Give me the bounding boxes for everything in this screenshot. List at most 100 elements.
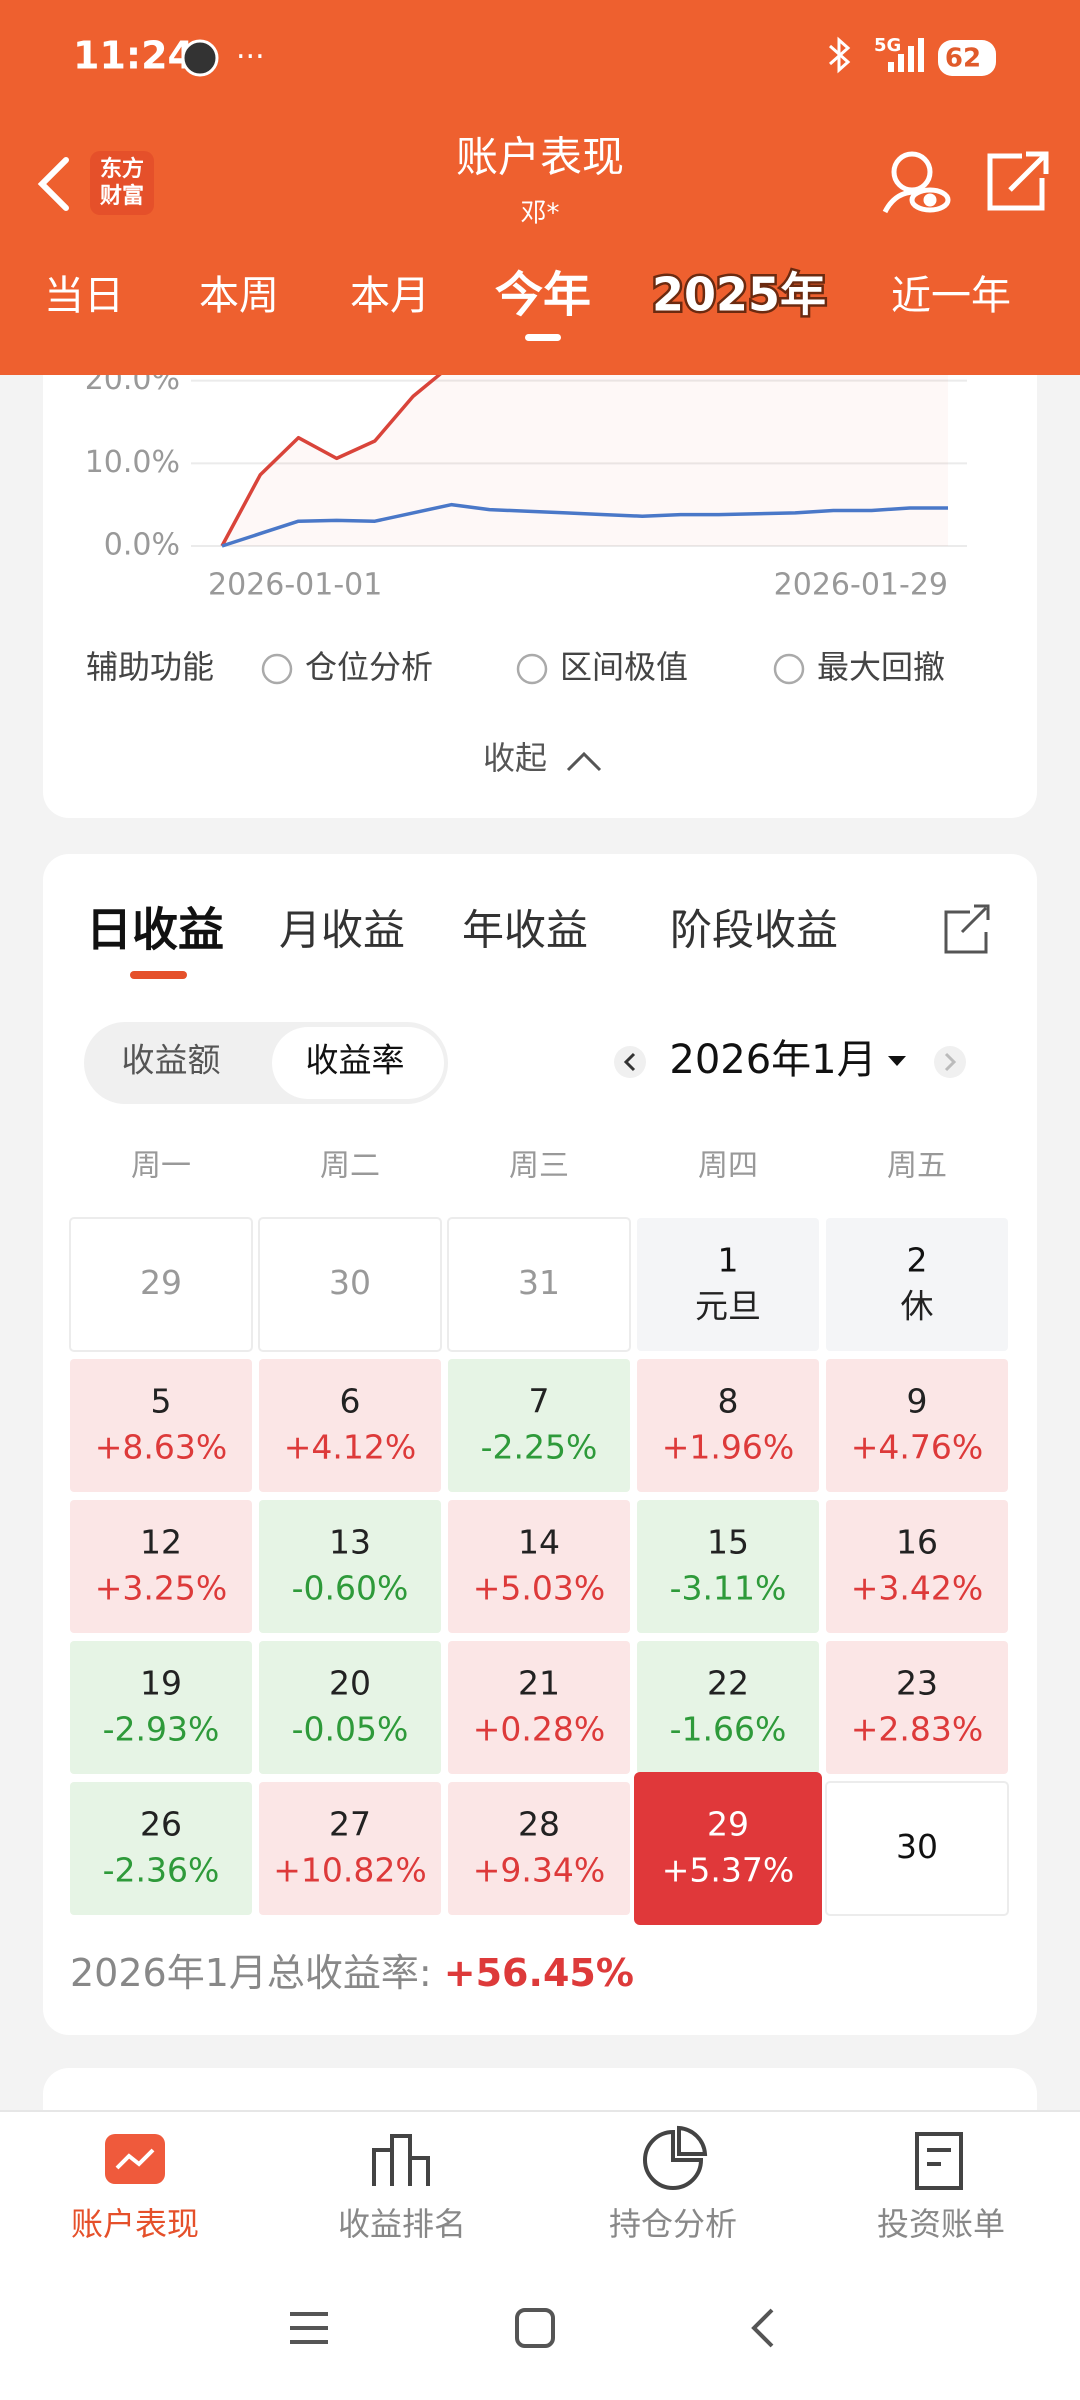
day-cell[interactable] (826, 1500, 1008, 1633)
day-cell[interactable] (447, 1217, 631, 1352)
aux-option[interactable]: 仓位分析 (305, 648, 433, 686)
day-cell[interactable] (70, 1500, 252, 1633)
day-cell[interactable] (70, 1641, 252, 1774)
day-cell[interactable] (258, 1217, 442, 1352)
nav-icon (372, 2134, 430, 2186)
day-cell[interactable] (69, 1217, 253, 1352)
prev-month[interactable] (614, 1046, 646, 1078)
day-number: 23 (896, 1664, 938, 1703)
aux-option[interactable]: 最大回撤 (817, 648, 945, 686)
period-tab[interactable]: 本周 (199, 273, 279, 319)
day-number: 27 (329, 1805, 371, 1844)
system-bar (0, 2280, 1080, 2400)
day-number: 26 (140, 1805, 182, 1844)
bluetooth-icon (829, 36, 851, 74)
menu-key[interactable] (290, 2312, 328, 2344)
next-month[interactable] (934, 1046, 966, 1078)
returns-tab[interactable]: 日收益 (86, 903, 224, 957)
radio[interactable] (516, 653, 548, 685)
nav-label[interactable]: 收益排名 (338, 2205, 466, 2243)
returns-tab[interactable]: 月收益 (279, 906, 405, 955)
day-cell[interactable] (826, 1359, 1008, 1492)
toggle-option[interactable]: 收益率 (306, 1041, 405, 1080)
day-cell[interactable] (259, 1359, 441, 1492)
clock: 11:24 (73, 34, 194, 78)
nav-label[interactable]: 账户表现 (71, 2205, 199, 2243)
nav-label[interactable]: 持仓分析 (609, 2205, 737, 2243)
day-cell[interactable] (259, 1782, 441, 1915)
aux-option[interactable]: 区间极值 (560, 648, 688, 686)
day-return: +3.42% (851, 1569, 983, 1608)
month-label[interactable]: 2026年1月 (669, 1037, 876, 1083)
prev-arrow (623, 1052, 636, 1072)
day-return: +10.82% (273, 1851, 426, 1890)
day-number: 13 (329, 1523, 371, 1562)
day-cell[interactable] (70, 1359, 252, 1492)
day-return: +2.83% (851, 1710, 983, 1749)
weekday: 周四 (698, 1149, 758, 1184)
day-note: 休 (901, 1287, 934, 1326)
toggle-option[interactable]: 收益额 (122, 1041, 221, 1080)
returns-tab[interactable]: 阶段收益 (670, 906, 838, 955)
day-cell[interactable] (826, 1218, 1008, 1351)
day-cell[interactable] (448, 1359, 630, 1492)
day-number: 30 (329, 1263, 371, 1302)
returns-tab[interactable]: 年收益 (462, 906, 588, 955)
nav-label[interactable]: 投资账单 (877, 2205, 1005, 2243)
day-cell[interactable] (448, 1782, 630, 1915)
day-number: 29 (140, 1263, 182, 1302)
day-number: 9 (907, 1382, 928, 1421)
day-cell[interactable] (259, 1500, 441, 1633)
period-tab[interactable]: 2025年 (649, 265, 828, 324)
day-number: 21 (518, 1664, 560, 1703)
day-cell[interactable] (448, 1641, 630, 1774)
radio[interactable] (261, 653, 293, 685)
nav-icon (915, 2132, 963, 2190)
period-tab[interactable]: 本月 (350, 273, 430, 319)
day-number: 20 (329, 1664, 371, 1703)
day-cell[interactable] (825, 1781, 1009, 1916)
day-cell[interactable] (637, 1641, 819, 1774)
period-tab[interactable]: 近一年 (891, 273, 1011, 319)
period-tab[interactable]: 今年 (495, 267, 591, 323)
x-tick-label: 2026-01-01 (208, 568, 382, 603)
day-cell[interactable] (637, 1500, 819, 1633)
day-cell[interactable] (634, 1772, 822, 1925)
day-cell[interactable] (826, 1641, 1008, 1774)
day-number: 22 (707, 1664, 749, 1703)
home-key[interactable] (515, 2308, 555, 2348)
toggle-selected (272, 1027, 444, 1099)
next-arrow (944, 1052, 957, 1072)
day-return: +4.76% (851, 1428, 983, 1467)
day-number: 30 (896, 1827, 938, 1866)
day-number: 14 (518, 1523, 560, 1562)
back-key[interactable] (751, 2308, 774, 2348)
back-button[interactable] (37, 157, 69, 211)
day-cell[interactable] (637, 1359, 819, 1492)
collapse-button[interactable]: 收起 (483, 739, 547, 777)
period-tab[interactable]: 当日 (44, 273, 124, 319)
nav-icon-line (115, 2148, 155, 2170)
day-return: -2.25% (481, 1428, 598, 1467)
day-return: +0.28% (473, 1710, 605, 1749)
day-cell[interactable] (70, 1782, 252, 1915)
day-cell[interactable] (448, 1500, 630, 1633)
day-number: 16 (896, 1523, 938, 1562)
privacy-button[interactable] (882, 151, 951, 214)
series-line (221, 502, 948, 548)
bottom-nav: 账户表现 收益排名 持仓分析 投资账单 (0, 2110, 1080, 2400)
day-return: -0.05% (292, 1710, 409, 1749)
day-cell[interactable] (637, 1218, 819, 1351)
total-label: 2026年1月总收益率: (70, 1951, 444, 1995)
share-button[interactable] (987, 151, 1049, 211)
network: 5G (874, 35, 901, 56)
day-return: +3.25% (95, 1569, 227, 1608)
chart-card (43, 300, 1037, 818)
day-number: 8 (718, 1382, 739, 1421)
export-button[interactable] (944, 904, 990, 954)
radio[interactable] (773, 653, 805, 685)
nav-icon (643, 2125, 708, 2190)
day-return: +5.03% (473, 1569, 605, 1608)
day-cell[interactable] (259, 1641, 441, 1774)
x-tick-label: 2026-01-29 (774, 568, 948, 603)
